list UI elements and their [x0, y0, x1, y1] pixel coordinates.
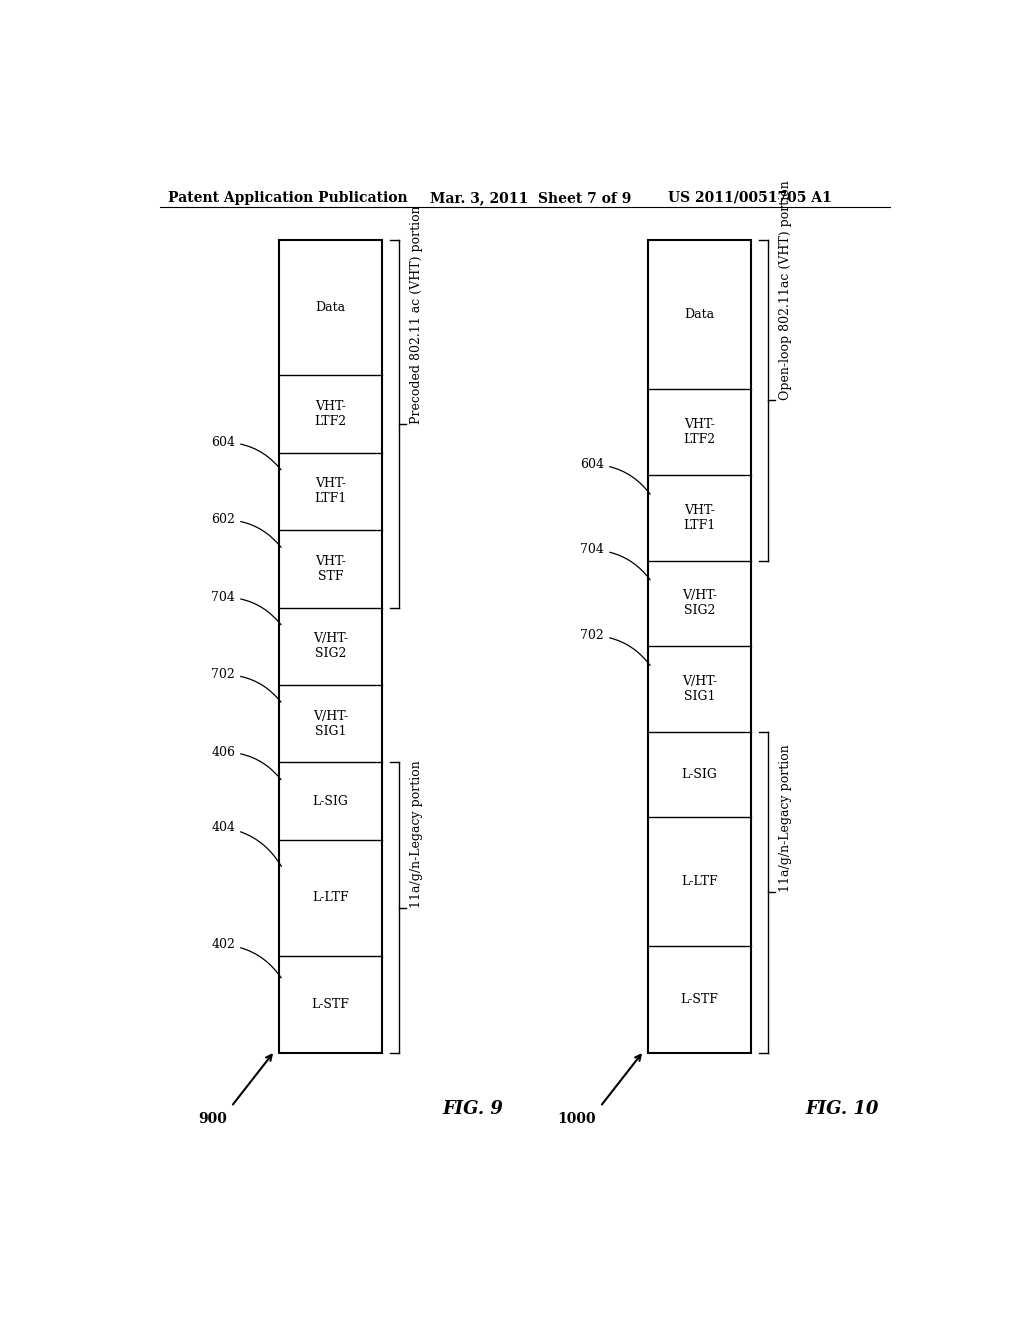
Text: Open-loop 802.11ac (VHT) portion: Open-loop 802.11ac (VHT) portion	[779, 181, 793, 400]
Text: L-STF: L-STF	[681, 993, 718, 1006]
Text: 404: 404	[211, 821, 282, 866]
Text: V/HT-
SIG1: V/HT- SIG1	[312, 710, 348, 738]
Text: L-SIG: L-SIG	[681, 768, 718, 781]
Text: VHT-
LTF2: VHT- LTF2	[314, 400, 346, 428]
Text: VHT-
LTF2: VHT- LTF2	[683, 418, 716, 446]
Text: Mar. 3, 2011  Sheet 7 of 9: Mar. 3, 2011 Sheet 7 of 9	[430, 191, 631, 205]
Text: L-SIG: L-SIG	[312, 795, 348, 808]
Text: 900: 900	[199, 1111, 227, 1126]
Text: 11a/g/n-Legacy portion: 11a/g/n-Legacy portion	[779, 744, 793, 892]
Text: 702: 702	[211, 668, 281, 702]
Text: 1000: 1000	[558, 1111, 596, 1126]
Text: 11a/g/n-Legacy portion: 11a/g/n-Legacy portion	[411, 760, 423, 908]
Text: L-STF: L-STF	[311, 998, 349, 1011]
Text: 704: 704	[581, 544, 650, 579]
Text: 406: 406	[211, 746, 281, 780]
Text: 604: 604	[211, 436, 281, 470]
Text: V/HT-
SIG2: V/HT- SIG2	[312, 632, 348, 660]
Text: 604: 604	[581, 458, 650, 494]
Text: VHT-
LTF1: VHT- LTF1	[683, 504, 716, 532]
Text: 402: 402	[211, 939, 282, 978]
Text: Data: Data	[315, 301, 345, 314]
Text: 702: 702	[581, 630, 650, 665]
Text: US 2011/0051705 A1: US 2011/0051705 A1	[668, 191, 831, 205]
Text: Precoded 802.11 ac (VHT) portion: Precoded 802.11 ac (VHT) portion	[411, 205, 423, 424]
Bar	[279, 240, 382, 1053]
Text: FIG. 9: FIG. 9	[442, 1100, 504, 1118]
Text: FIG. 10: FIG. 10	[806, 1100, 879, 1118]
Bar	[648, 240, 751, 1053]
Text: 602: 602	[211, 513, 281, 548]
Text: L-LTF: L-LTF	[312, 891, 349, 904]
Text: V/HT-
SIG2: V/HT- SIG2	[682, 590, 717, 618]
Text: Data: Data	[684, 308, 715, 321]
Text: 704: 704	[211, 590, 281, 624]
Text: VHT-
LTF1: VHT- LTF1	[314, 478, 346, 506]
Text: L-LTF: L-LTF	[681, 875, 718, 888]
Text: Patent Application Publication: Patent Application Publication	[168, 191, 408, 205]
Text: V/HT-
SIG1: V/HT- SIG1	[682, 675, 717, 704]
Text: VHT-
STF: VHT- STF	[315, 554, 346, 583]
